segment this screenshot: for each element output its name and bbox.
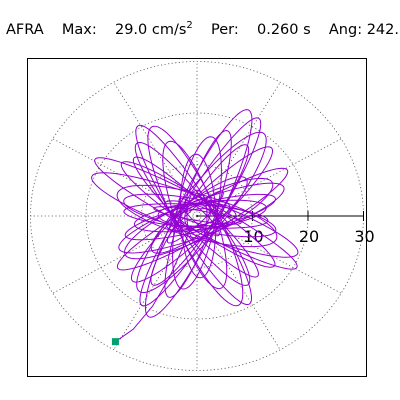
trace-loop-30: [166, 190, 224, 244]
trace-loop-29: [186, 189, 208, 243]
plot-frame: [27, 58, 367, 377]
max-label: Max:: [61, 22, 97, 38]
trace-loop-5: [150, 144, 250, 286]
trace-loop-13: [94, 157, 298, 270]
trace-tail: [115, 226, 192, 343]
trace-loop-34: [184, 199, 211, 231]
trace-loop-18: [116, 167, 289, 271]
trace-loop-23: [150, 176, 248, 254]
trace-loop-27: [166, 201, 231, 231]
start-marker-layer: [111, 338, 119, 346]
trace-loop-25: [123, 203, 269, 229]
angle-label: Ang:: [328, 22, 363, 38]
trace-loop-19: [118, 182, 285, 254]
grid-spoke-120: [113, 81, 198, 217]
trace-loop-22: [133, 199, 267, 233]
trace-loop-10: [134, 141, 251, 286]
trace-loop-11: [162, 140, 228, 290]
period-value: 0.260 s: [256, 22, 311, 38]
radial-tick-label-30: 30: [354, 227, 374, 246]
max-unit-superscript: 2: [186, 20, 193, 31]
station-code: AFRA: [6, 22, 44, 38]
trace-loop-33: [153, 206, 242, 225]
max-value: 29.0 cm/s: [114, 22, 187, 38]
trace-loop-15: [120, 161, 276, 268]
trace-loop-4: [164, 130, 232, 298]
motion-trace: [91, 109, 299, 343]
radial-tick-label-20: 20: [299, 227, 319, 246]
trace-loop-12: [132, 156, 259, 278]
trace-loop-20: [124, 193, 276, 241]
period-label: Per:: [211, 22, 239, 38]
trace-loop-21: [123, 177, 274, 260]
trace-loop-8: [135, 124, 253, 306]
grid-spoke-240: [113, 215, 198, 351]
trace-loop-14: [91, 172, 299, 258]
angle-value: 242.0: [366, 22, 400, 38]
trace-loop-2: [144, 109, 253, 318]
start-marker: [111, 338, 119, 346]
trace-loop-7: [130, 146, 274, 283]
trace-loop-9: [147, 125, 244, 307]
trace-loop-1: [139, 117, 262, 307]
grid-spoke-60: [196, 81, 281, 217]
trace-loop-17: [123, 193, 277, 238]
trace-loop-24: [179, 153, 217, 279]
trace-loop-3: [136, 131, 267, 294]
chart-header: AFRA Max: 29.0 cm/s2 Per: 0.260 s Ang: 2…: [6, 14, 400, 38]
